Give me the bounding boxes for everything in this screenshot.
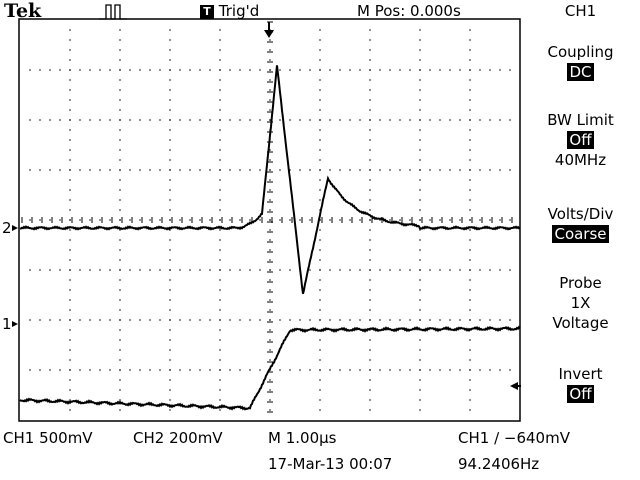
m-pos-readout: M Pos: 0.000s	[357, 2, 461, 20]
ch1-waveform	[19, 325, 521, 411]
brand-logo: Tek	[4, 0, 42, 22]
coupling-label: Coupling	[547, 43, 614, 61]
graticule-border	[18, 18, 521, 422]
coupling-menu-button[interactable]: Coupling DC	[521, 42, 640, 82]
ch1-marker-label: 1	[2, 315, 12, 333]
timebase-readout: M 1.00µs	[268, 429, 337, 447]
trigger-icon: T	[200, 5, 214, 19]
frequency-readout: 94.2406Hz	[458, 455, 540, 473]
ch2-waveform	[19, 65, 521, 295]
datetime-readout: 17-Mar-13 00:07	[268, 455, 393, 473]
ch1-scale-readout: CH1 500mV	[3, 429, 93, 447]
probe-attenuation: 1X	[570, 294, 591, 312]
volts-div-menu-button[interactable]: Volts/Div Coarse	[521, 204, 640, 244]
bw-limit-value: Off	[567, 131, 594, 149]
probe-type: Voltage	[552, 314, 609, 332]
invert-value: Off	[567, 385, 594, 403]
ch2-marker-arrow-icon	[12, 225, 18, 231]
run-pulse-icon	[99, 4, 127, 20]
bw-limit-label: BW Limit	[547, 111, 614, 129]
ch2-marker-label: 2	[2, 219, 12, 237]
bw-limit-frequency: 40MHz	[554, 151, 607, 169]
trigger-status-label: Trig'd	[218, 2, 260, 20]
trigger-status: T Trig'd	[200, 2, 259, 20]
bw-limit-menu-button[interactable]: BW Limit Off 40MHz	[521, 110, 640, 170]
menu-title: CH1	[564, 2, 597, 20]
trigger-readout: CH1 ∕ −640mV	[458, 429, 570, 447]
trigger-position-arrow-icon	[264, 30, 274, 38]
invert-menu-button[interactable]: Invert Off	[521, 364, 640, 404]
probe-label: Probe	[559, 274, 602, 292]
ch1-marker-arrow-icon	[12, 321, 18, 327]
volts-div-label: Volts/Div	[547, 205, 614, 223]
volts-div-value: Coarse	[552, 225, 609, 243]
coupling-value: DC	[567, 63, 594, 81]
invert-label: Invert	[558, 365, 603, 383]
graticule-grid	[21, 21, 513, 413]
ch2-scale-readout: CH2 200mV	[133, 429, 223, 447]
probe-menu-button[interactable]: Probe 1X Voltage	[521, 273, 640, 333]
